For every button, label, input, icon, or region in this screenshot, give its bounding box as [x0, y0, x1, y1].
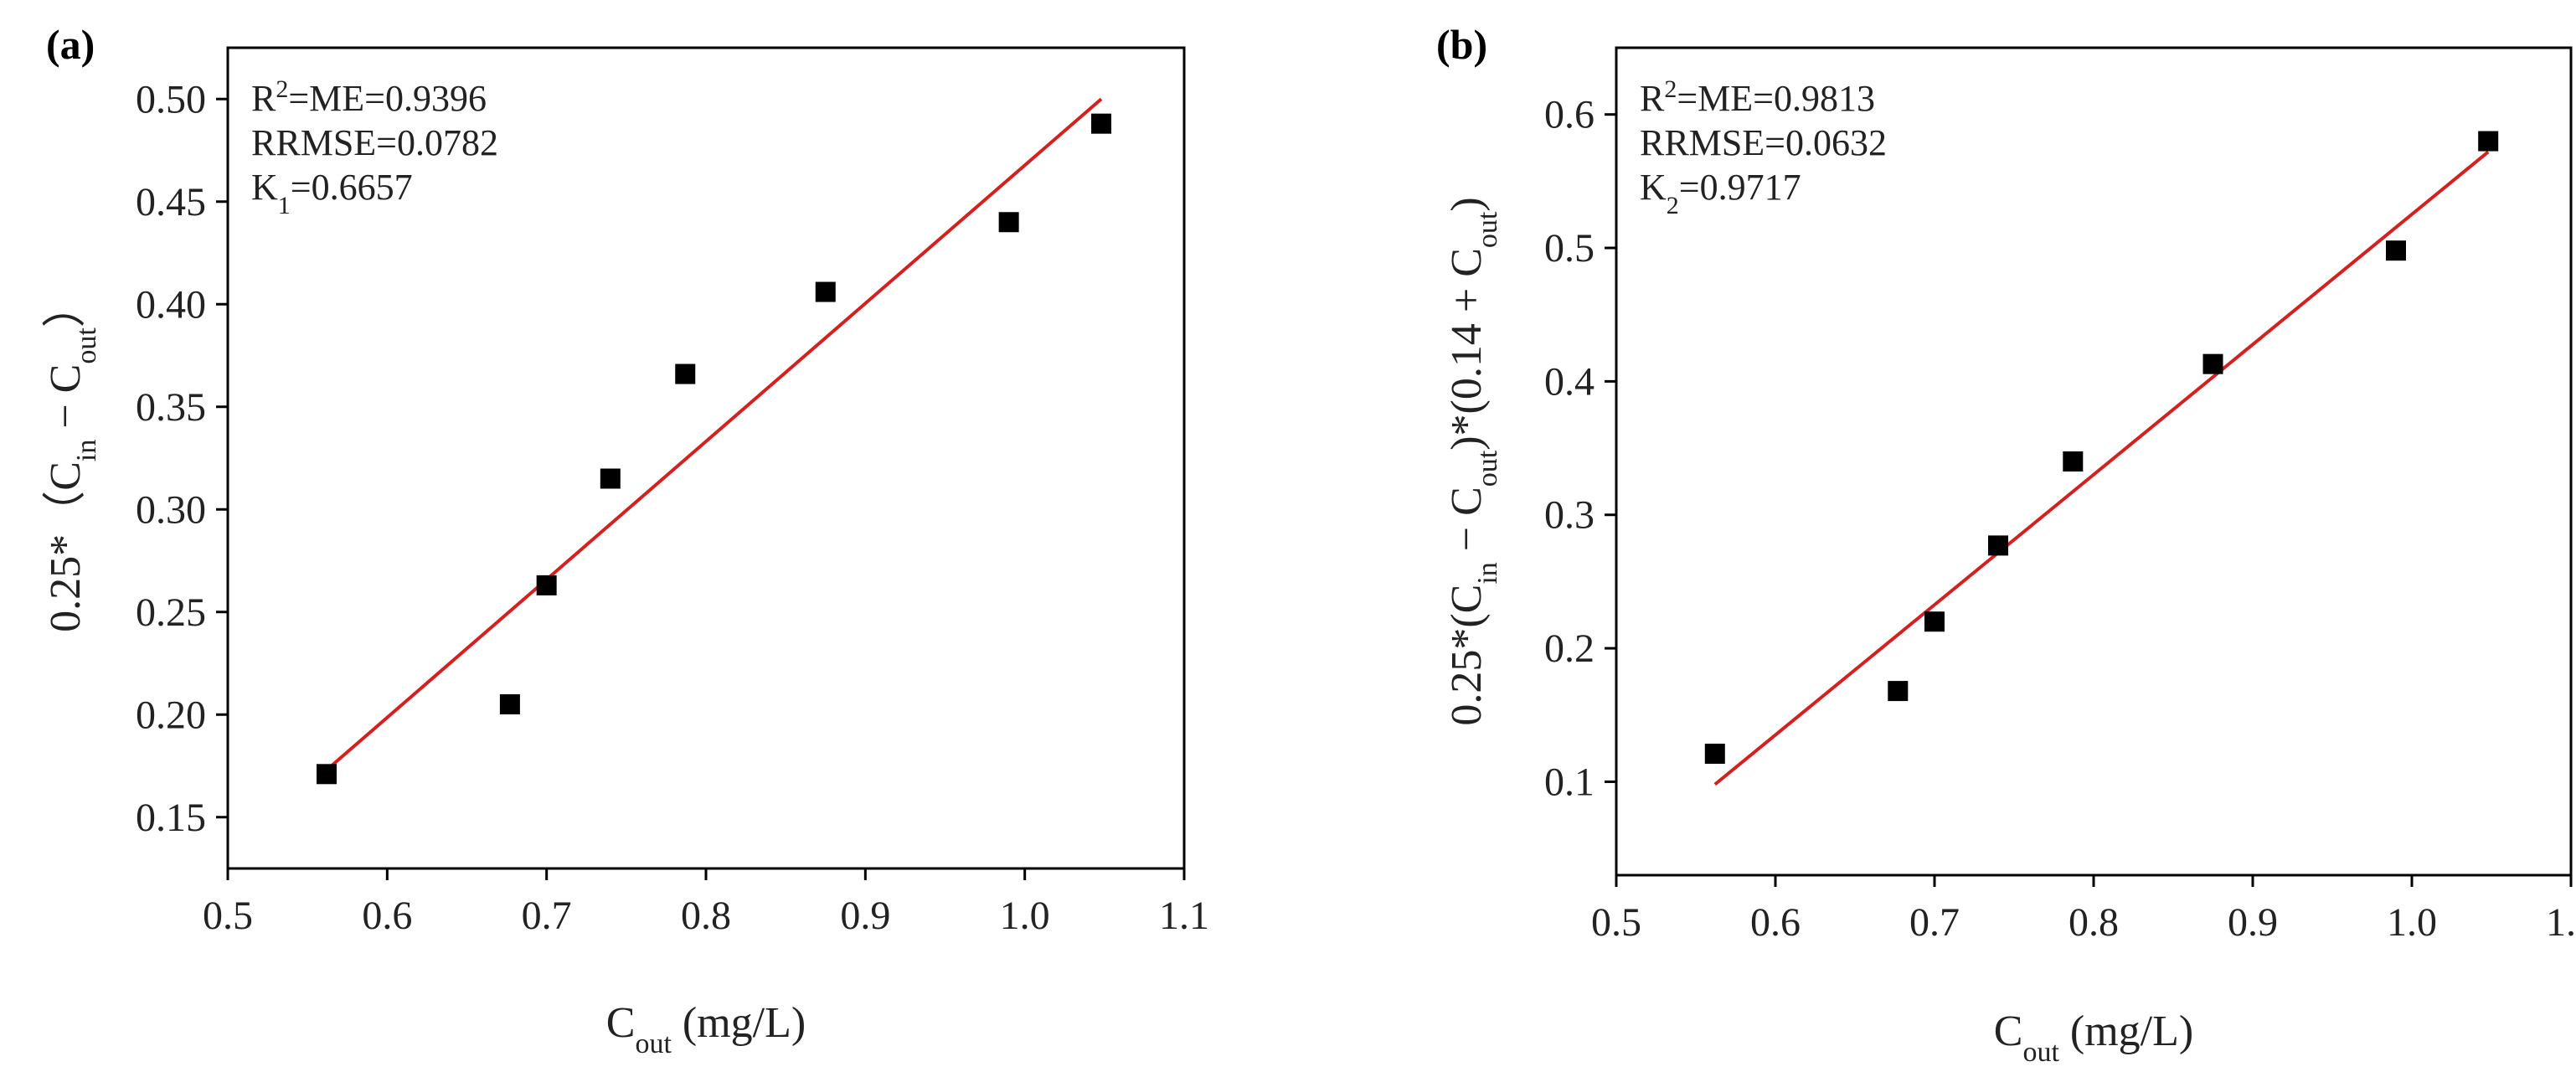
- panel-b-y-tick-label: 0.2: [1544, 626, 1595, 671]
- panel-a-data-point: [317, 764, 337, 785]
- panel-b-y-axis-label: 0.25*(Cin − Cout)*(0.14 + Cout): [1443, 197, 1503, 725]
- panel-b-x-axis-label: Cout (mg/L): [1994, 1007, 2193, 1068]
- panel-b-plot-frame: [1615, 46, 2573, 877]
- panel-a-x-tick-label: 0.7: [522, 894, 572, 938]
- panel-a-y-tick-label: 0.35: [136, 385, 206, 430]
- panel-a-label: (a): [46, 21, 95, 68]
- panel-b-y-tick-label: 0.1: [1544, 760, 1595, 804]
- panel-a-x-axis-label: Cout (mg/L): [606, 999, 806, 1059]
- panel-a-data-point: [600, 468, 621, 489]
- panel-b: (b) 0.50.60.70.80.91.01.10.10.20.30.40.5…: [1436, 21, 2576, 1068]
- panel-a-ticks: 0.5 0.6 0.7 0.8 0.9 1.0 1.1 0.15 0.20 0.25 0.30 0.3…: [136, 77, 1209, 938]
- panel-a-y-tick-label: 0.25: [136, 590, 206, 635]
- panel-a: (a) 0.5 0.6 0.7 0.8 0.9 1.0 1.1 0.15 0.20 0.25 0.3…: [42, 21, 1209, 1059]
- panel-a-fit-line: [325, 97, 1103, 771]
- panel-b-fit-line: [1713, 150, 2490, 786]
- panel-b-data-point: [1924, 611, 1945, 632]
- panel-b-k2-stat: K2=0.9717: [1640, 167, 1801, 219]
- panel-b-y-tick-label: 0.4: [1544, 359, 1595, 404]
- panel-a-x-tick-label: 1.0: [1000, 894, 1050, 938]
- panel-a-y-tick-label: 0.30: [136, 487, 206, 532]
- panel-b-x-tick-label: 0.6: [1750, 900, 1801, 945]
- panel-a-y-axis-label: 0.25*（Cin − Cout）: [42, 284, 102, 632]
- panel-a-k1-stat: K1=0.6657: [251, 167, 413, 219]
- panel-b-data-point: [1988, 535, 2008, 556]
- panel-a-y-tick-label: 0.50: [136, 77, 206, 121]
- panel-a-data-point: [675, 363, 696, 384]
- panel-a-plot-frame: [226, 46, 1186, 870]
- panel-a-data-point: [998, 212, 1019, 233]
- panel-b-y-tick-label: 0.3: [1544, 493, 1595, 538]
- panel-b-x-tick-label: 0.8: [2069, 900, 2119, 945]
- panel-b-label: (b): [1436, 21, 1487, 68]
- panel-a-y-tick-label: 0.40: [136, 282, 206, 327]
- panel-b-ticks: 0.5 0.6 0.7 0.8 0.9 1.0 1.1 0.1 0.2 0.3 0.4 0.5 0.6: [1544, 93, 2576, 945]
- panel-a-x-tick-label: 1.1: [1159, 894, 1209, 938]
- panel-a-y-tick-label: 0.20: [136, 693, 206, 737]
- panel-b-data-point: [2386, 240, 2406, 261]
- panel-b-data-point: [1888, 681, 1909, 702]
- panel-a-rrmse-stat: RRMSE=0.0782: [251, 122, 498, 163]
- panel-a-data-point: [1091, 113, 1112, 134]
- panel-b-x-tick-label: 0.9: [2228, 900, 2278, 945]
- panel-b-r2-stat: R2=ME=0.9813: [1640, 75, 1875, 120]
- panel-b-points: [1704, 131, 2499, 764]
- panel-b-x-tick-label: 1.0: [2387, 900, 2437, 945]
- panel-b-y-tick-label: 0.6: [1544, 93, 1595, 137]
- panel-a-x-tick-label: 0.8: [681, 894, 731, 938]
- panel-a-x-tick-label: 0.5: [203, 894, 253, 938]
- panel-a-data-point: [499, 694, 520, 714]
- panel-a-data-point: [815, 281, 836, 302]
- panel-b-x-tick-label: 1.1: [2546, 900, 2576, 945]
- panel-a-r2-stat: R2=ME=0.9396: [251, 75, 487, 120]
- panel-a-points: [317, 113, 1112, 785]
- panel-b-data-point: [1704, 743, 1725, 764]
- panel-a-y-tick-label: 0.15: [136, 796, 206, 840]
- panel-a-x-tick-label: 0.9: [840, 894, 890, 938]
- panel-a-x-tick-label: 0.6: [362, 894, 412, 938]
- panel-b-data-point: [2063, 451, 2084, 472]
- panel-a-y-tick-label: 0.45: [136, 180, 206, 224]
- panel-b-data-point: [2478, 131, 2499, 152]
- panel-b-x-tick-label: 0.7: [1909, 900, 1960, 945]
- panel-a-data-point: [536, 575, 557, 595]
- panel-b-x-tick-label: 0.5: [1591, 900, 1641, 945]
- panel-b-rrmse-stat: RRMSE=0.0632: [1640, 122, 1887, 163]
- panel-b-data-point: [2202, 353, 2223, 374]
- panel-b-y-tick-label: 0.5: [1544, 226, 1595, 271]
